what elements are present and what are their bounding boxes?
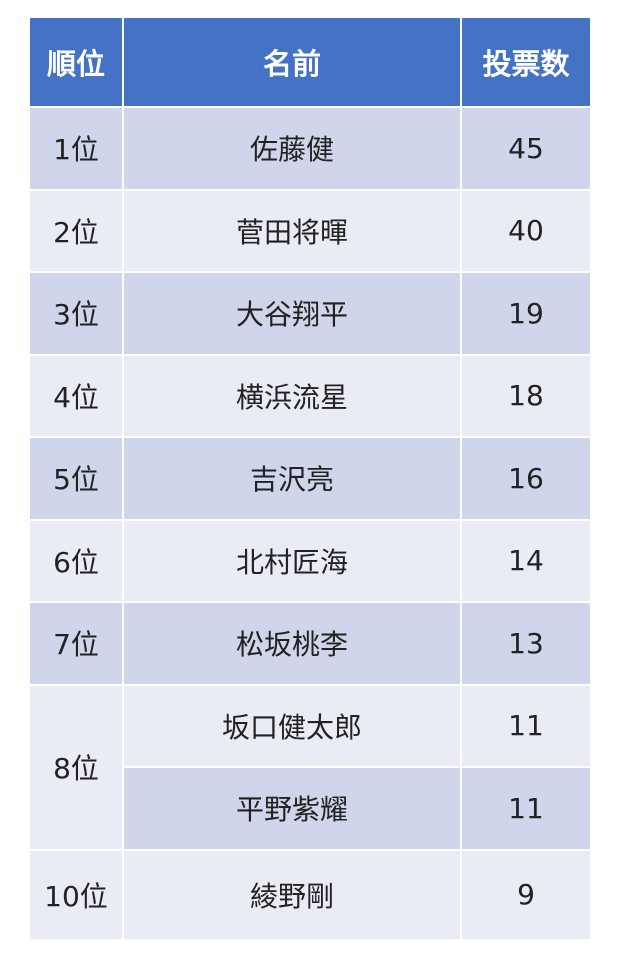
votes-cell: 18 xyxy=(462,355,590,436)
name-cell: 平野紫耀 xyxy=(124,768,460,849)
rank-cell: 8位 xyxy=(30,685,122,849)
votes-cell: 11 xyxy=(462,768,590,849)
name-cell: 綾野剛 xyxy=(124,850,460,939)
ranking-table: 順位 名前 投票数 1位 佐藤健 45 2位 菅田将暉 40 3位 大谷翔平 19 4位 横浜流星 1… xyxy=(30,18,590,939)
name-cell: 横浜流星 xyxy=(124,355,460,436)
name-cell: 佐藤健 xyxy=(124,108,460,189)
votes-cell: 40 xyxy=(462,190,590,271)
rank-cell: 5位 xyxy=(30,438,122,519)
rank-cell: 10位 xyxy=(30,850,122,939)
rank-cell: 3位 xyxy=(30,273,122,354)
votes-cell: 19 xyxy=(462,273,590,354)
rank-cell: 2位 xyxy=(30,190,122,271)
votes-cell: 16 xyxy=(462,438,590,519)
header-name: 名前 xyxy=(124,18,460,106)
name-cell: 菅田将暉 xyxy=(124,190,460,271)
name-cell: 北村匠海 xyxy=(124,520,460,601)
rank-cell: 6位 xyxy=(30,520,122,601)
name-cell: 松坂桃李 xyxy=(124,603,460,684)
votes-cell: 13 xyxy=(462,603,590,684)
rank-cell: 4位 xyxy=(30,355,122,436)
name-cell: 坂口健太郎 xyxy=(124,685,460,766)
header-rank: 順位 xyxy=(30,18,122,106)
votes-cell: 9 xyxy=(462,850,590,939)
name-cell: 大谷翔平 xyxy=(124,273,460,354)
votes-cell: 11 xyxy=(462,685,590,766)
rank-cell: 1位 xyxy=(30,108,122,189)
header-votes: 投票数 xyxy=(462,18,590,106)
rank-cell: 7位 xyxy=(30,603,122,684)
votes-cell: 45 xyxy=(462,108,590,189)
votes-cell: 14 xyxy=(462,520,590,601)
name-cell: 吉沢亮 xyxy=(124,438,460,519)
